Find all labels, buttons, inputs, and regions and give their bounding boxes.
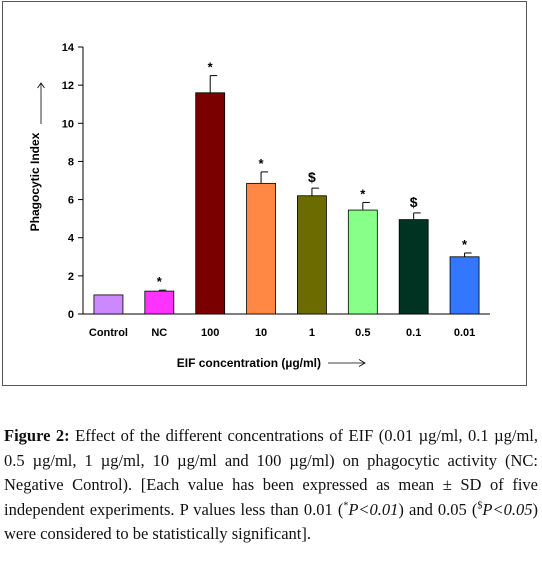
bar xyxy=(398,219,429,315)
x-arrow-icon xyxy=(328,359,366,367)
bar xyxy=(195,92,226,315)
bar xyxy=(144,290,175,315)
caption-p-star: P<0.01 xyxy=(348,499,399,519)
y-arrow-icon xyxy=(37,82,45,124)
significance-label: $ xyxy=(410,194,418,210)
y-tick-label: 10 xyxy=(62,118,74,130)
y-tick-label: 6 xyxy=(68,195,74,207)
caption-label: Figure 2: xyxy=(4,426,70,445)
y-tick-label: 0 xyxy=(68,309,74,321)
significance-label: * xyxy=(462,237,468,252)
y-tick-label: 4 xyxy=(68,233,75,245)
caption-star-sup: * xyxy=(343,500,349,511)
x-axis-title: EIF concentration (µg/ml) xyxy=(177,356,321,370)
caption-text-after: ) were considered to be statistically si… xyxy=(4,499,538,544)
x-tick-label: 0.5 xyxy=(355,327,370,339)
x-tick-label: 1 xyxy=(309,327,315,339)
significance-label: * xyxy=(259,156,265,171)
x-tick-label: 0.1 xyxy=(406,327,421,339)
x-axis: Control NC 100 10 1 0.5 0.1 0.01 xyxy=(83,313,490,339)
significance-label: $ xyxy=(308,169,316,185)
x-tick-label: 0.01 xyxy=(454,327,475,339)
x-tick-label: NC xyxy=(151,327,167,339)
figure-caption: Figure 2: Effect of the different concen… xyxy=(4,424,538,547)
caption-p-dollar: P<0.05 xyxy=(482,499,533,519)
caption-text: Effect of the different concentrations o… xyxy=(4,426,538,519)
significance-label: * xyxy=(360,186,366,201)
bar xyxy=(246,182,276,315)
chart-frame: 0 2 4 6 8 10 12 14 Control NC 100 10 1 0.5 0.1 0.01 * *… xyxy=(2,1,527,386)
caption-dollar-sup: $ xyxy=(477,500,483,511)
bar xyxy=(297,195,327,315)
y-axis: 0 2 4 6 8 10 12 14 xyxy=(62,42,84,321)
y-tick-label: 2 xyxy=(68,271,74,283)
bar xyxy=(93,294,124,315)
y-axis-title: Phagocytic Index xyxy=(28,132,42,231)
bar xyxy=(449,256,480,315)
bar xyxy=(347,209,378,315)
axis-titles: Phagocytic Index EIF concentration (µg/m… xyxy=(28,82,366,370)
y-tick-label: 14 xyxy=(62,42,75,54)
y-tick-label: 12 xyxy=(62,80,74,92)
significance-label: * xyxy=(208,60,214,75)
caption-text-middle: ) and 0.05 ( xyxy=(398,499,478,519)
x-tick-label: 10 xyxy=(255,327,267,339)
x-tick-label: 100 xyxy=(201,327,219,339)
x-tick-label: Control xyxy=(89,327,128,339)
significance-label: * xyxy=(157,274,163,289)
y-tick-label: 8 xyxy=(68,156,74,168)
bars: * * * $ * $ * xyxy=(93,60,480,315)
